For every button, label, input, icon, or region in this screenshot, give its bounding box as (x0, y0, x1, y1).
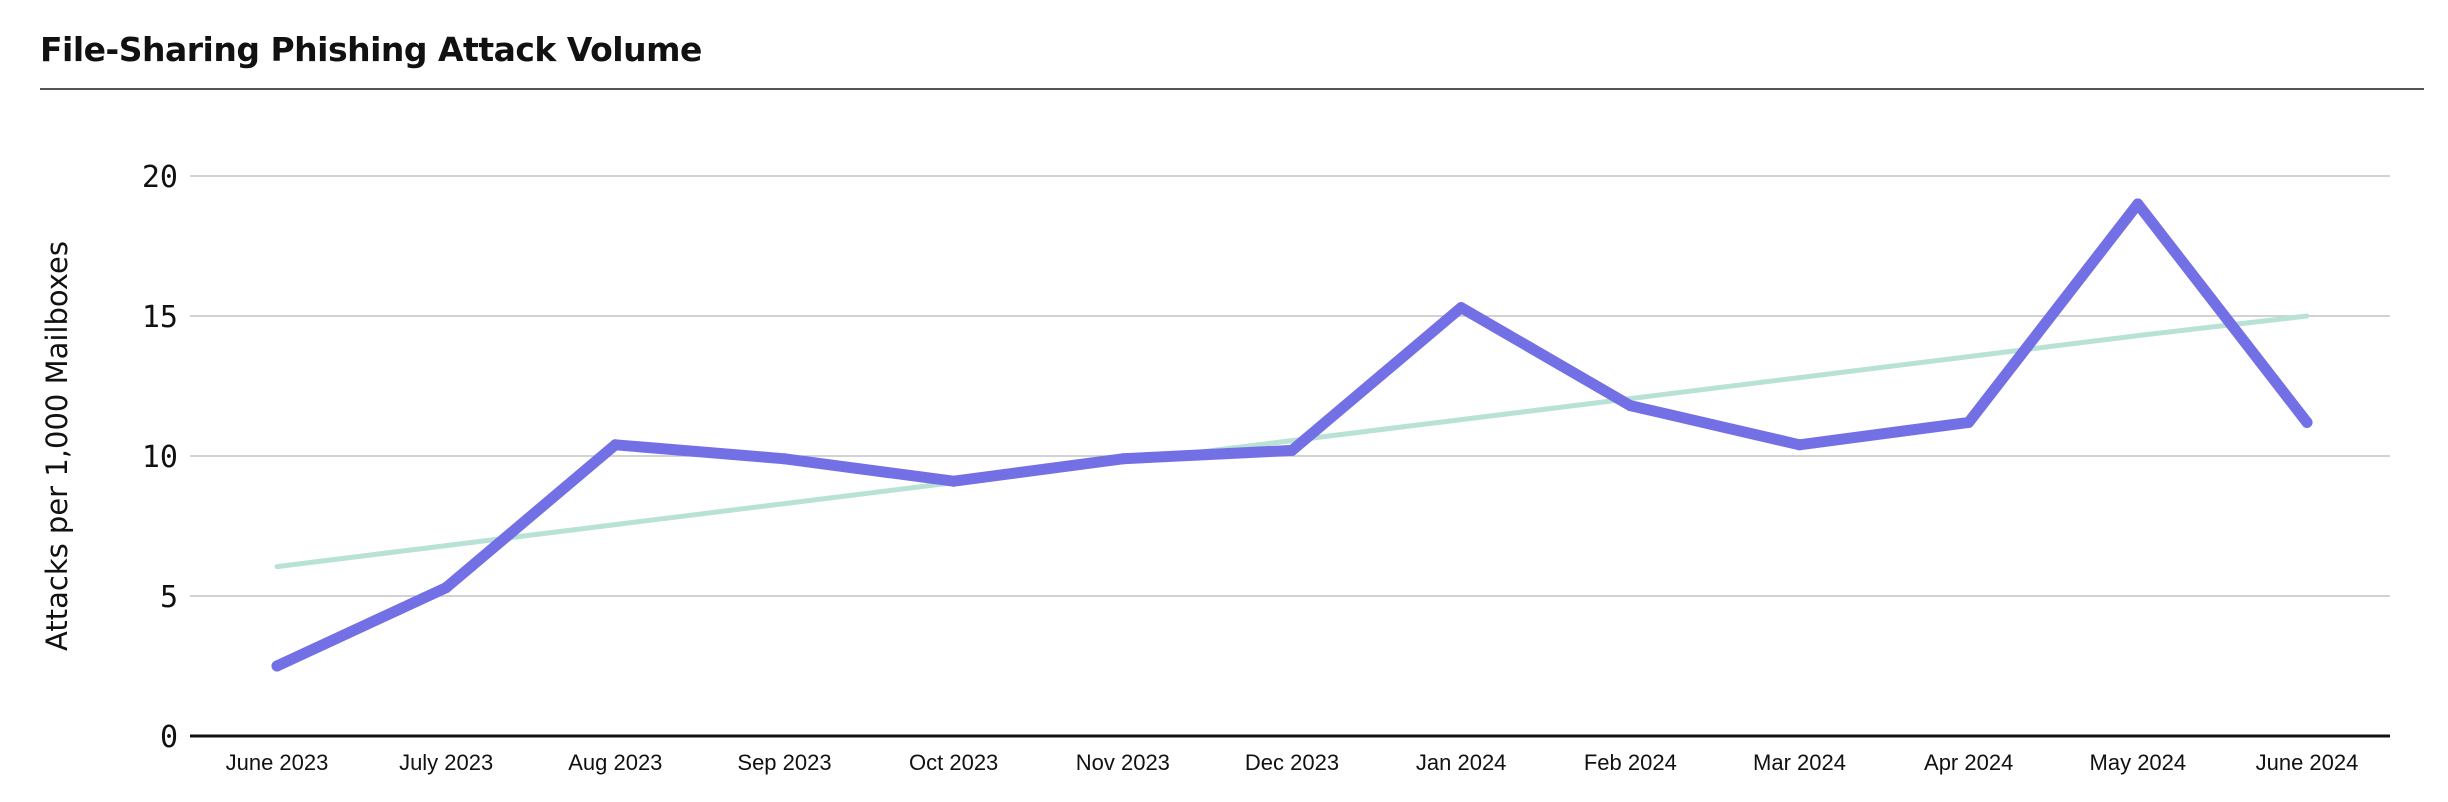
x-tick-label: Oct 2023 (909, 750, 998, 775)
data-point (271, 660, 283, 672)
x-tick-label: Aug 2023 (568, 750, 662, 775)
x-tick-label: Sep 2023 (737, 750, 831, 775)
x-tick-label: Nov 2023 (1076, 750, 1170, 775)
x-tick-label: Mar 2024 (1753, 750, 1846, 775)
x-tick-label: Feb 2024 (1584, 750, 1677, 775)
y-axis-ticks: 0 5 10 15 20 (142, 160, 178, 755)
y-tick-label: 20 (142, 160, 178, 195)
data-point (440, 582, 452, 594)
x-tick-label: May 2024 (2090, 750, 2187, 775)
data-point (779, 453, 790, 465)
series-lines (271, 198, 2313, 672)
chart-title: File-Sharing Phishing Attack Volume (40, 30, 702, 69)
data-point (2301, 416, 2313, 428)
grid-lines (190, 175, 2390, 597)
y-tick-label: 0 (160, 720, 178, 755)
title-divider (40, 88, 2424, 90)
data-point (2132, 198, 2144, 210)
trend-line (274, 313, 2310, 570)
data-point (1117, 453, 1129, 465)
y-tick-label: 5 (160, 580, 178, 615)
x-tick-label: June 2023 (226, 750, 329, 775)
x-axis-ticks: June 2023 July 2023 Aug 2023 Sep 2023 Oct 20… (226, 750, 2359, 775)
data-point (1624, 400, 1636, 412)
data-point (609, 439, 621, 451)
data-point (1963, 416, 1975, 428)
data-point (1455, 302, 1467, 314)
x-tick-label: June 2024 (2256, 750, 2359, 775)
y-tick-label: 10 (142, 440, 178, 475)
y-axis-label: Attacks per 1,000 Mailboxes (40, 241, 74, 651)
x-tick-label: July 2023 (399, 750, 493, 775)
x-tick-label: Dec 2023 (1245, 750, 1339, 775)
data-point (1794, 439, 1805, 451)
y-tick-label: 15 (142, 300, 178, 335)
data-point (948, 475, 960, 487)
data-point (1286, 444, 1298, 456)
x-tick-label: Apr 2024 (1924, 750, 2013, 775)
x-tick-label: Jan 2024 (1416, 750, 1507, 775)
